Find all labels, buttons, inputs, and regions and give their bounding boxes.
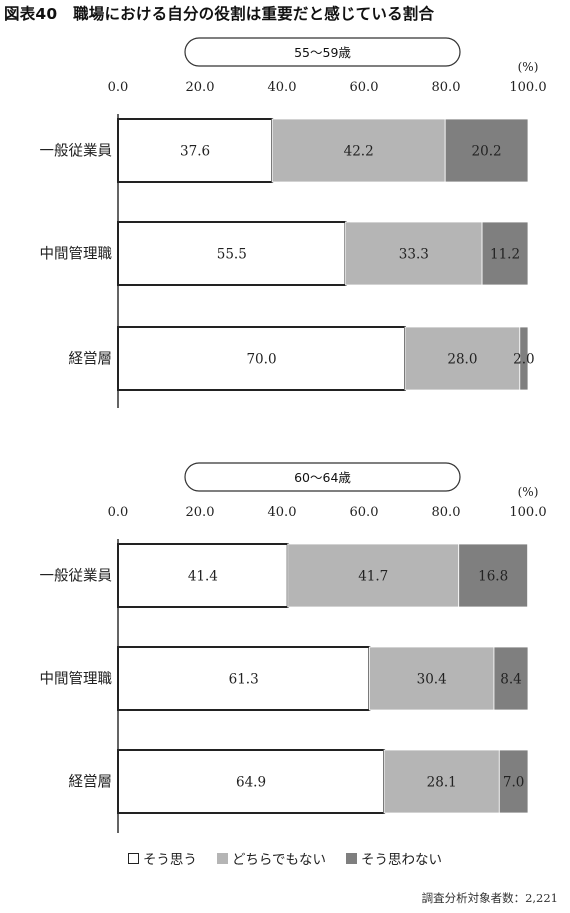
panel2-group-pill: [184, 462, 461, 492]
legend-item-disagree: そう思わない: [346, 848, 442, 868]
panel1-tick-label: 40.0: [268, 80, 297, 95]
panel1-data-label-general-employee-disagree: 20.2: [472, 144, 502, 160]
panel1-data-label-middle-manager-agree: 55.5: [217, 247, 247, 263]
panel2-data-label-middle-manager-neutral: 30.4: [417, 672, 447, 688]
panel1-data-label-general-employee-neutral: 42.2: [344, 144, 374, 160]
panel1-bar-executive-disagree: [519, 326, 529, 391]
panel1-tick-label: 100.0: [509, 80, 546, 95]
panel2-category-general-employee: 一般従業員: [40, 568, 113, 585]
panel2-category-middle-manager: 中間管理職: [40, 671, 113, 688]
panel2-bar-middle-manager-disagree: [493, 646, 529, 711]
panel1-bar-general-employee-neutral: [271, 118, 446, 183]
legend-label-agree: そう思う: [142, 852, 197, 868]
panel1-bar-executive-neutral: [404, 326, 521, 391]
panel2-data-label-middle-manager-agree: 61.3: [229, 672, 259, 688]
panel2-tick-label: 100.0: [509, 505, 546, 520]
panel2-data-label-executive-disagree: 7.0: [503, 775, 524, 791]
panel1-data-label-executive-disagree: 2.0: [513, 352, 534, 368]
panel1-bar-middle-manager-neutral: [345, 221, 483, 286]
panel2-category-executive: 経営層: [69, 774, 113, 791]
legend-label-neutral: どちらでもない: [231, 852, 327, 868]
panel2-bar-executive-disagree: [498, 749, 529, 814]
panel2-data-label-executive-agree: 64.9: [236, 775, 266, 791]
panel2-group-label: 60〜64歳: [294, 470, 351, 485]
panel1-tick-label: 60.0: [350, 80, 379, 95]
panel2-data-label-general-employee-neutral: 41.7: [358, 569, 388, 585]
panel2-data-label-executive-neutral: 28.1: [427, 775, 457, 791]
panel1-tick-label: 20.0: [186, 80, 215, 95]
panel2-tick-label: 40.0: [268, 505, 297, 520]
panel1-data-label-general-employee-agree: 37.6: [180, 144, 210, 160]
legend: そう思う どちらでもない そう思わない: [0, 848, 570, 868]
legend-item-neutral: どちらでもない: [216, 848, 327, 868]
panel2-bar-executive-agree: [117, 749, 386, 814]
panel1-tick-label: 0.0: [108, 80, 129, 95]
panel2-tick-label: 20.0: [186, 505, 215, 520]
panel1-bar-middle-manager-disagree: [481, 221, 529, 286]
panel2-data-label-general-employee-disagree: 16.8: [478, 569, 508, 585]
sample-size-note: 調査分析対象者数：2,221: [421, 891, 558, 905]
panel2-bar-general-employee-neutral: [287, 543, 460, 608]
panel2-bar-general-employee-disagree: [458, 543, 528, 608]
panel1-bar-middle-manager-agree: [117, 221, 347, 286]
panel2-bar-middle-manager-neutral: [368, 646, 495, 711]
legend-swatch-neutral: [216, 852, 228, 864]
panel1-unit-label: (%): [518, 60, 539, 74]
legend-swatch-disagree: [346, 852, 358, 864]
panel1-data-label-middle-manager-neutral: 33.3: [399, 247, 429, 263]
panel2-tick-label: 80.0: [432, 505, 461, 520]
panel1-category-general-employee: 一般従業員: [40, 143, 113, 160]
panel2-bar-middle-manager-agree: [117, 646, 371, 711]
panel1-data-label-executive-agree: 70.0: [246, 352, 276, 368]
panel2-tick-label: 60.0: [350, 505, 379, 520]
legend-label-disagree: そう思わない: [361, 852, 443, 868]
panel1-category-executive: 経営層: [69, 351, 113, 368]
panel1-bar-executive-agree: [117, 326, 406, 391]
panel2-unit-label: (%): [518, 485, 539, 499]
panel1-tick-label: 80.0: [432, 80, 461, 95]
panel1-data-label-middle-manager-disagree: 11.2: [490, 247, 520, 263]
panel1-group-pill: [184, 37, 461, 67]
panel2-data-label-general-employee-agree: 41.4: [188, 569, 218, 585]
panel1-group-label: 55〜59歳: [294, 45, 351, 60]
panel1-category-middle-manager: 中間管理職: [40, 246, 113, 263]
chart-title: 図表40 職場における自分の役割は重要だと感じている割合: [4, 5, 435, 23]
panel1-bar-general-employee-disagree: [444, 118, 529, 183]
panel1-data-label-executive-neutral: 28.0: [447, 352, 477, 368]
panel2-data-label-middle-manager-disagree: 8.4: [500, 672, 521, 688]
panel2-tick-label: 0.0: [108, 505, 129, 520]
panel1-bar-general-employee-agree: [117, 118, 274, 183]
legend-swatch-agree: [127, 852, 139, 864]
panel2-bar-executive-neutral: [383, 749, 500, 814]
legend-item-agree: そう思う: [127, 848, 197, 868]
